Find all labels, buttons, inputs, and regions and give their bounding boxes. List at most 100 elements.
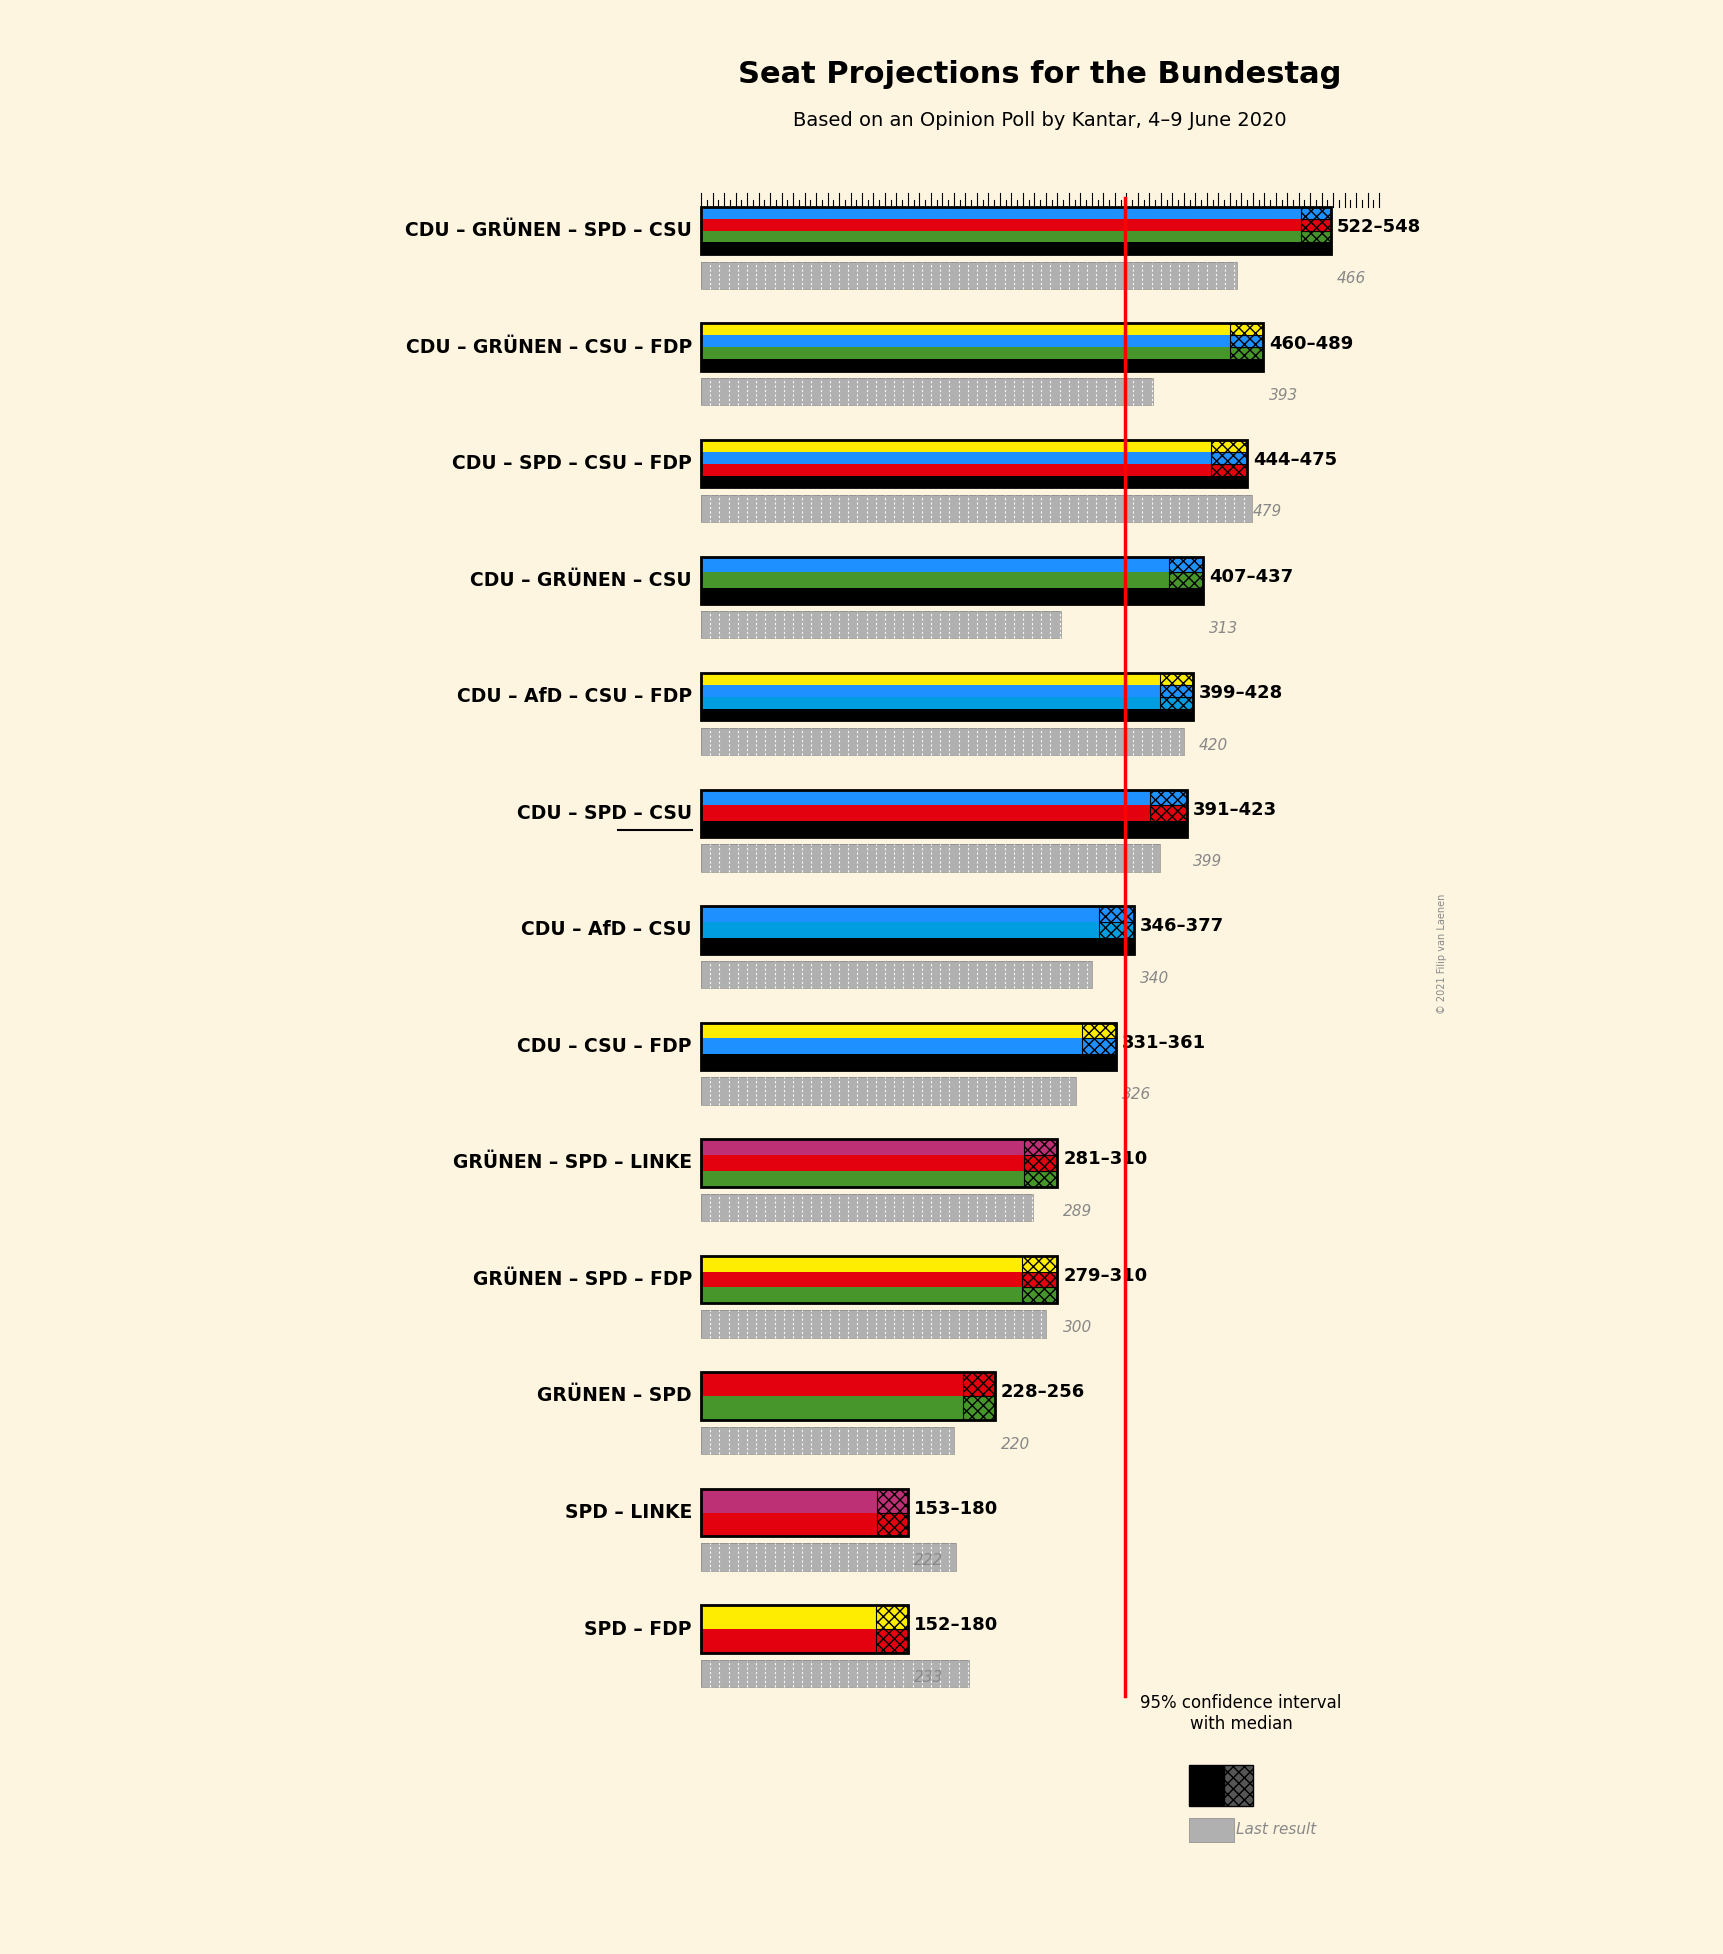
Bar <box>877 1512 908 1536</box>
Bar <box>701 440 1246 487</box>
Text: 407–437: 407–437 <box>1208 567 1292 586</box>
Bar <box>877 1489 908 1512</box>
Bar <box>701 336 1228 348</box>
Bar <box>963 1372 994 1395</box>
Text: SPD – LINKE: SPD – LINKE <box>565 1503 691 1522</box>
Bar <box>701 262 1235 289</box>
Bar <box>1023 1155 1056 1170</box>
Bar <box>877 1512 908 1536</box>
Bar <box>963 1395 994 1421</box>
Bar <box>701 588 1168 604</box>
Text: SPD – FDP: SPD – FDP <box>584 1620 691 1639</box>
Text: 346–377: 346–377 <box>1139 916 1223 936</box>
Bar <box>1301 242 1330 254</box>
Bar <box>701 698 1160 709</box>
Bar <box>701 557 1168 573</box>
Bar <box>701 938 1098 954</box>
Bar <box>701 324 1228 336</box>
Bar <box>701 1155 1023 1170</box>
Bar <box>701 1311 1046 1338</box>
Bar <box>701 727 1184 754</box>
Bar <box>1228 324 1263 336</box>
Bar <box>1168 573 1203 588</box>
Bar <box>1228 324 1263 336</box>
Bar <box>701 821 1149 836</box>
Bar <box>701 672 1192 721</box>
Bar <box>1301 231 1330 242</box>
Bar <box>701 1022 1080 1038</box>
Bar <box>1211 475 1246 487</box>
Bar <box>1080 1022 1115 1038</box>
Bar <box>1160 698 1192 709</box>
Bar <box>701 231 1301 242</box>
Bar <box>1228 336 1263 348</box>
Bar <box>701 1630 875 1653</box>
Text: GRÜNEN – SPD – FDP: GRÜNEN – SPD – FDP <box>472 1270 691 1290</box>
Text: 233: 233 <box>913 1671 942 1684</box>
Bar <box>1160 698 1192 709</box>
Text: 152–180: 152–180 <box>913 1616 998 1634</box>
Bar <box>701 1606 875 1630</box>
Bar <box>701 686 1160 698</box>
Bar <box>701 672 1160 686</box>
Bar <box>701 1256 1056 1303</box>
Text: 313: 313 <box>1208 621 1237 635</box>
Bar <box>701 573 1168 588</box>
Bar <box>701 242 1301 254</box>
Bar <box>1160 709 1192 721</box>
Bar <box>1098 922 1134 938</box>
Bar <box>1211 440 1246 451</box>
Bar <box>1301 207 1330 219</box>
Bar <box>701 1606 908 1653</box>
Bar <box>1080 1055 1115 1071</box>
Bar <box>701 440 1211 451</box>
Text: 220: 220 <box>1001 1436 1030 1452</box>
Text: Based on an Opinion Poll by Kantar, 4–9 June 2020: Based on an Opinion Poll by Kantar, 4–9 … <box>793 111 1285 129</box>
Bar <box>1149 789 1187 805</box>
Bar <box>1228 348 1263 360</box>
Bar <box>701 1256 1022 1272</box>
Text: 522–548: 522–548 <box>1335 219 1420 236</box>
Text: GRÜNEN – SPD – LINKE: GRÜNEN – SPD – LINKE <box>453 1153 691 1172</box>
Text: 479: 479 <box>1253 504 1282 520</box>
Bar <box>1160 686 1192 698</box>
Bar <box>1168 588 1203 604</box>
Bar <box>701 451 1211 463</box>
Text: 393: 393 <box>1268 389 1297 403</box>
Bar <box>1080 1055 1115 1071</box>
Bar <box>701 1512 877 1536</box>
Bar <box>701 1077 1075 1104</box>
Bar <box>701 1170 1023 1186</box>
Bar <box>1023 1139 1056 1155</box>
Bar <box>1080 1022 1115 1038</box>
Bar <box>1023 1170 1056 1186</box>
Bar <box>1160 672 1192 686</box>
Bar <box>701 1288 1022 1303</box>
Bar <box>1098 938 1134 954</box>
Bar <box>701 1311 1046 1338</box>
Text: 460–489: 460–489 <box>1268 334 1353 352</box>
Bar <box>1228 336 1263 348</box>
Bar <box>701 557 1203 604</box>
Bar <box>701 789 1149 805</box>
Bar <box>701 219 1301 231</box>
Text: 279–310: 279–310 <box>1063 1266 1146 1286</box>
Bar <box>1149 789 1187 805</box>
Bar <box>1160 686 1192 698</box>
Text: © 2021 Filip van Laenen: © 2021 Filip van Laenen <box>1437 893 1447 1014</box>
Bar <box>701 1038 1080 1055</box>
Text: CDU – SPD – CSU – FDP: CDU – SPD – CSU – FDP <box>451 453 691 473</box>
Text: CDU – GRÜNEN – CSU: CDU – GRÜNEN – CSU <box>470 571 691 590</box>
Text: 466: 466 <box>1335 272 1365 287</box>
Bar <box>701 612 1060 639</box>
Bar <box>701 207 1330 254</box>
Text: CDU – CSU – FDP: CDU – CSU – FDP <box>517 1038 691 1055</box>
Bar <box>1301 219 1330 231</box>
Bar <box>701 1661 968 1688</box>
Bar <box>1189 1764 1223 1805</box>
Bar <box>701 961 1091 989</box>
Bar <box>701 1661 968 1688</box>
Text: Seat Projections for the Bundestag: Seat Projections for the Bundestag <box>737 59 1340 88</box>
Bar <box>1022 1256 1056 1272</box>
Text: CDU – SPD – CSU: CDU – SPD – CSU <box>517 803 691 823</box>
